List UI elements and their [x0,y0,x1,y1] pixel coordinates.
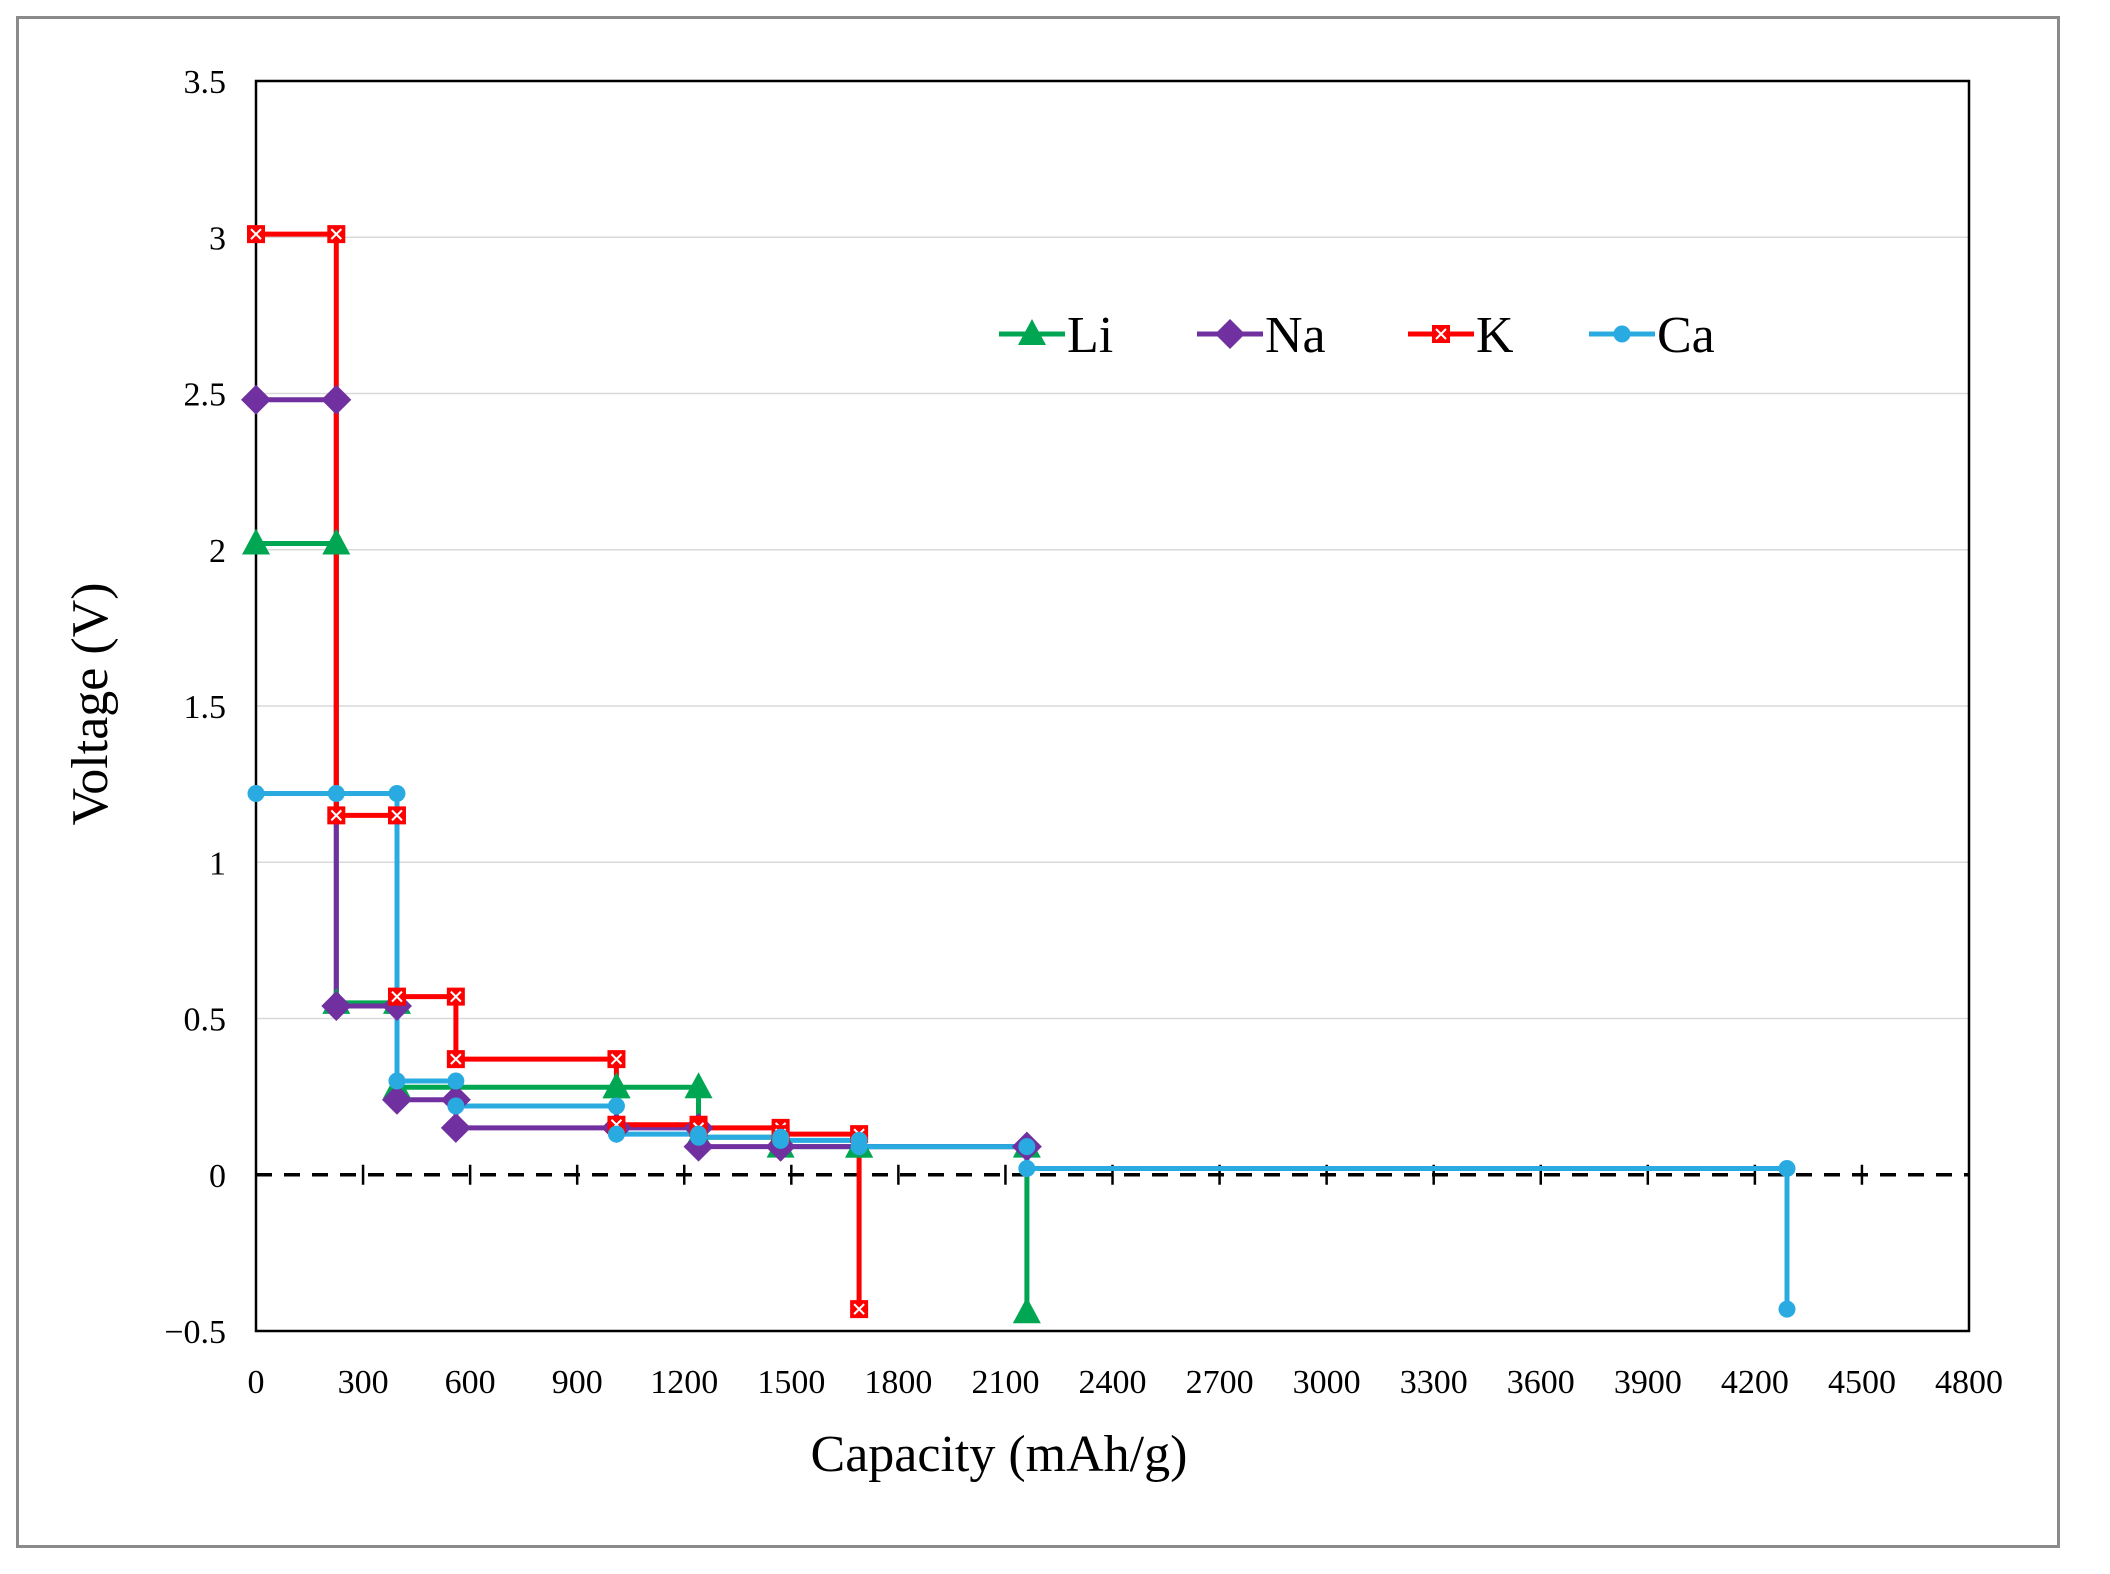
x-tick-label-4500: 4500 [1828,1364,1896,1401]
x-tick-label-2700: 2700 [1186,1364,1254,1401]
data-point-na-2 [321,991,352,1021]
data-point-li-6 [602,1072,631,1099]
y-tick-label-0-5: −0.5 [164,1314,226,1351]
series-line-li [256,541,1030,1313]
x-tick-label-2400: 2400 [1079,1364,1147,1401]
legend-marker-na [1215,319,1245,349]
legend-label-li: Li [1067,307,1113,364]
data-point-li-1 [322,528,351,555]
data-point-ca-14 [1018,1138,1036,1156]
x-tick-label-3900: 3900 [1614,1364,1682,1401]
y-tick-label-2-5: 2.5 [184,377,227,414]
chart-frame: −0.5 0 0.5 1 1.5 2 2.5 3 3.5 0 300 600 900 1200 1500 1… [16,16,2060,1548]
x-tick-label-1200: 1200 [650,1364,718,1401]
data-point-ca-11 [772,1131,790,1149]
x-tick-label-1500: 1500 [757,1364,825,1401]
x-tick-label-1800: 1800 [864,1364,932,1401]
x-tick-label-3600: 3600 [1507,1364,1575,1401]
data-point-ca-5 [447,1097,465,1115]
data-point-k-6 [446,1050,465,1069]
y-tick-label-0-5: 0.5 [184,1002,227,1039]
y-tick-label-0: 0 [209,1158,226,1195]
data-point-ca-17 [1778,1300,1796,1318]
x-tick-label-3300: 3300 [1400,1364,1468,1401]
series-line-na [256,397,1027,1150]
data-point-na-4 [381,1084,412,1115]
legend-item-ca: Ca [1589,307,1715,364]
data-point-ca-9 [690,1128,708,1146]
data-point-k-5 [446,987,465,1006]
data-point-ca-13 [850,1138,868,1156]
data-point-ca-3 [388,1072,406,1090]
y-tick-label-1: 1 [209,845,226,882]
data-point-ca-6 [607,1097,625,1115]
y-tick-label-1-5: 1.5 [184,689,227,726]
legend-item-k: K [1408,307,1514,364]
x-tick-label-3000: 3000 [1293,1364,1361,1401]
legend-label-k: K [1476,307,1514,364]
legend-marker-ca [1613,325,1631,343]
data-point-ca-15 [1018,1160,1036,1177]
data-point-k-14 [850,1300,869,1319]
data-point-ca-0 [247,785,265,802]
zero-reference [256,1164,1969,1185]
data-point-ca-4 [447,1072,465,1090]
data-point-k-3 [387,806,406,825]
y-tick-labels: −0.5 0 0.5 1 1.5 2 2.5 3 3.5 [164,64,226,1351]
legend: Li Na K Ca [999,307,1715,364]
y-tick-label-3: 3 [209,220,226,257]
x-tick-label-0: 0 [248,1364,265,1401]
data-point-na-6 [440,1112,471,1143]
x-tick-label-300: 300 [338,1364,389,1401]
data-point-k-7 [607,1050,626,1069]
x-axis-title: Capacity (mAh/g) [811,1426,1188,1483]
data-point-li-0 [242,528,270,555]
y-tick-label-2: 2 [209,533,226,570]
legend-item-li: Li [999,307,1113,364]
data-point-ca-7 [607,1125,625,1143]
y-axis-title: Voltage (V) [62,582,119,825]
plot-area [254,79,1971,1333]
x-tick-labels: 0 300 600 900 1200 1500 1800 2100 2400 2700 3000 33… [248,1364,2004,1401]
series-markers [241,225,1796,1324]
legend-marker-k [1432,325,1450,343]
data-point-na-0 [241,384,271,415]
voltage-capacity-chart: −0.5 0 0.5 1 1.5 2 2.5 3 3.5 0 300 600 900 1200 1500 1… [62,64,2004,1483]
x-tick-label-600: 600 [445,1364,496,1401]
x-tick-label-900: 900 [552,1364,603,1401]
legend-item-na: Na [1197,307,1326,364]
data-point-li-7 [684,1072,713,1099]
data-point-ca-2 [388,785,406,802]
legend-label-ca: Ca [1657,307,1715,364]
data-point-li-14 [1012,1297,1041,1324]
legend-marker-li [1018,319,1046,345]
gridlines [256,236,1969,1020]
data-point-ca-16 [1778,1160,1796,1177]
data-point-ca-1 [327,785,345,802]
data-point-k-2 [327,806,346,825]
x-tick-label-2100: 2100 [971,1364,1039,1401]
x-tick-label-4800: 4800 [1935,1364,2003,1401]
data-point-k-1 [327,225,346,244]
data-point-k-0 [247,225,265,244]
data-point-k-4 [387,987,406,1006]
y-tick-label-3-5: 3.5 [184,64,227,101]
data-point-na-1 [321,384,352,415]
series-line-ca [256,791,1790,1310]
x-tick-label-4200: 4200 [1721,1364,1789,1401]
legend-label-na: Na [1265,307,1326,364]
